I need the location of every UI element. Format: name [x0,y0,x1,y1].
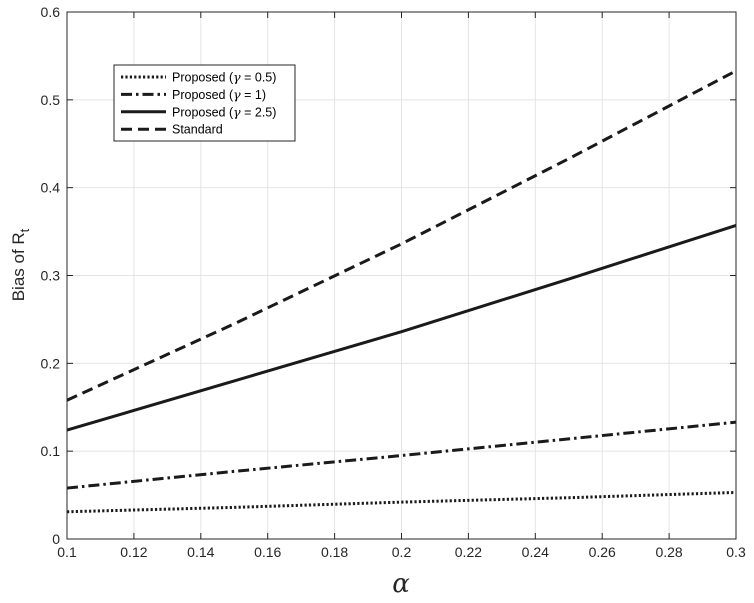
x-tick-label: 0.14 [187,544,214,560]
y-tick-label: 0.5 [41,92,61,108]
x-tick-label: 0.3 [726,544,746,560]
y-axis-label-subscript: t [17,228,32,232]
x-tick-label: 0.1 [57,544,77,560]
y-tick-label: 0.2 [41,355,61,371]
series-lines [66,69,737,514]
legend-label-2: Proposed (γ = 1) [172,87,266,102]
x-tick-label: 0.22 [455,544,482,560]
y-tick-label: 0.1 [41,443,61,459]
y-tick-label: 0 [52,531,60,547]
legend-label-1: Proposed (γ = 0.5) [172,70,276,85]
x-tick-label: 0.2 [392,544,412,560]
legend-label-3: Proposed (γ = 2.5) [172,104,276,119]
y-axis-label-main: Bias of R [9,232,28,301]
x-tick-label: 0.16 [254,544,281,560]
x-tick-label: 0.28 [655,544,682,560]
series-line-1 [66,490,737,514]
axis-ticks: 0.1 0.12 0.14 0.16 0.18 0.2 0.22 0.24 0.26 0.28 0.… [41,4,746,560]
x-axis-label: α [392,569,410,599]
series-line-2 [66,420,737,490]
series-line-3 [66,224,737,432]
y-tick-label: 0.6 [41,4,61,20]
y-axis-label: Bias of Rt [9,228,32,301]
legend: Proposed (γ = 0.5) Proposed (γ = 1) Propos… [113,64,296,142]
x-tick-label: 0.18 [321,544,348,560]
legend-label-4: Standard [172,123,223,137]
x-tick-label: 0.24 [522,544,549,560]
x-tick-label: 0.12 [120,544,147,560]
x-tick-label: 0.26 [589,544,616,560]
series-line-4 [66,69,737,402]
y-tick-label: 0.4 [41,180,61,196]
y-tick-label: 0.3 [41,268,61,284]
